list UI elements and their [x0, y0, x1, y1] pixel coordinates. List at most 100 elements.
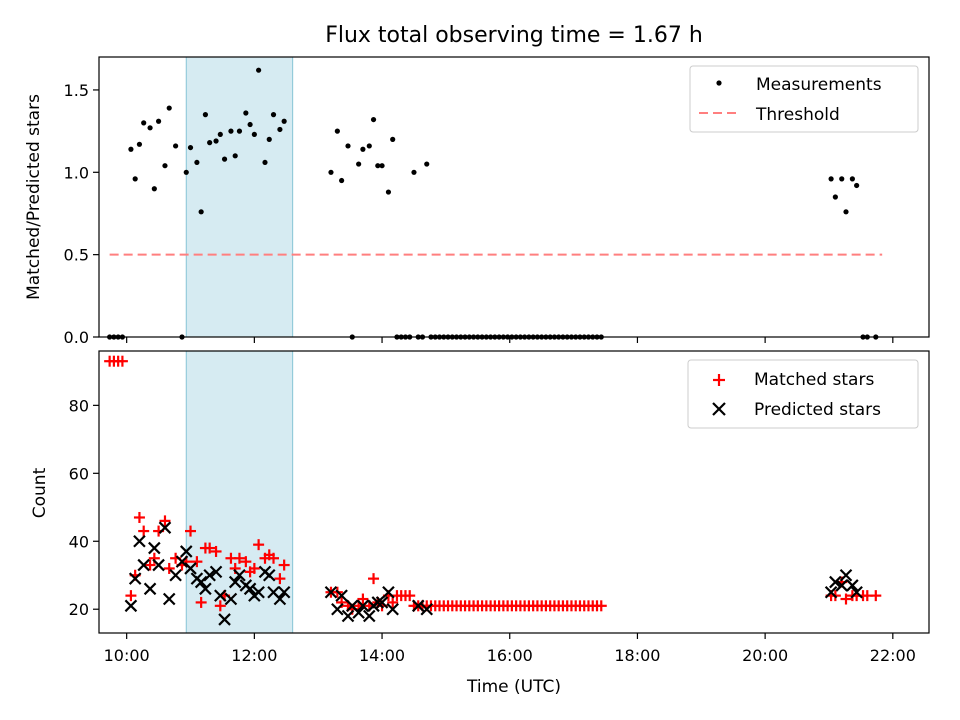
measurement-point [202, 112, 209, 118]
matched-star-point [185, 525, 197, 537]
matched-star-point [125, 590, 137, 602]
measurement-point [854, 182, 860, 189]
predicted-star-point [209, 565, 223, 579]
measurement-point [256, 67, 262, 73]
predicted-star-point [262, 568, 276, 582]
top-legend: Measurements Threshold [689, 65, 919, 133]
top-panel: 0.0 0.5 1.0 1.5 Matched/Predicted stars Mea… [24, 56, 930, 347]
figure-title: Flux total observing time = 1.67 h [325, 23, 703, 48]
bottom-x-tick-label: 14:00 [359, 646, 405, 665]
legend-matched-label: Matched stars [754, 370, 874, 390]
matched-star-point [278, 559, 290, 571]
predicted-star-points [124, 521, 863, 626]
top-y-tick-label: 0.5 [64, 246, 89, 265]
measurement-point [849, 176, 855, 182]
matched-star-point [240, 556, 252, 568]
measurement-point [243, 110, 249, 116]
matched-star-point [116, 355, 128, 367]
predicted-star-point [228, 575, 242, 589]
predicted-star-point [169, 568, 182, 582]
predicted-star-point [214, 589, 227, 602]
predicted-star-point [371, 596, 385, 609]
matched-star-point [248, 562, 260, 574]
matched-star-point [253, 539, 265, 551]
matched-star-point [404, 590, 416, 602]
matched-star-point [204, 542, 216, 554]
predicted-star-point [273, 592, 287, 606]
matched-star-point [595, 600, 607, 612]
measurement-point [270, 112, 277, 118]
measurement-point [247, 121, 253, 128]
matched-star-point [233, 552, 245, 564]
measurement-point [136, 141, 143, 147]
bottom-y-tick-label: 40 [69, 532, 89, 551]
measurement-point [128, 146, 134, 152]
top-x-ticks [126, 337, 894, 343]
predicted-star-point [386, 602, 399, 616]
measurement-point [360, 146, 366, 152]
top-legend-box [689, 65, 919, 133]
measurement-point [166, 105, 172, 111]
matched-star-point [210, 545, 222, 557]
top-shaded-span [185, 56, 294, 338]
bottom-x-tick-label: 20:00 [742, 646, 788, 665]
predicted-star-point [363, 609, 376, 623]
predicted-star-point [243, 582, 257, 596]
predicted-star-point [179, 545, 193, 558]
predicted-star-point [137, 558, 150, 572]
predicted-star-point [835, 579, 849, 592]
measurement-point [173, 143, 179, 149]
bottom-y-tick-label: 80 [69, 396, 89, 415]
measurement-point [379, 163, 385, 169]
top-y-label: Matched/Predicted stars [24, 94, 44, 300]
matched-star-point [133, 511, 145, 523]
matched-star-point [159, 515, 171, 527]
measurement-point [194, 159, 200, 166]
measurement-point [232, 153, 238, 159]
bottom-y-tick-label: 60 [69, 464, 89, 483]
legend-predicted-label: Predicted stars [754, 400, 881, 420]
predicted-star-point [218, 613, 231, 626]
matched-star-point [138, 525, 150, 537]
bottom-x-tick-label: 12:00 [231, 646, 277, 665]
measurement-point [221, 156, 228, 162]
predicted-star-point [839, 568, 853, 582]
measurement-point [217, 131, 223, 138]
matched-star-point [870, 590, 882, 602]
predicted-star-point [824, 585, 838, 599]
measurement-point [828, 176, 834, 182]
matched-star-point [268, 552, 280, 564]
bottom-y-tick-label: 20 [69, 600, 89, 619]
measurement-point [251, 131, 257, 138]
bottom-x-label: Time (UTC) [466, 677, 561, 697]
measurement-point [151, 186, 157, 192]
measurement-point [277, 126, 283, 133]
predicted-star-point [162, 592, 176, 606]
measurement-point [375, 163, 381, 169]
measurement-point [236, 128, 243, 134]
measurement-point [385, 189, 392, 195]
predicted-star-point [158, 521, 172, 534]
predicted-star-point [420, 602, 434, 616]
bottom-x-tick-label: 10:00 [104, 646, 150, 665]
bottom-x-axis: 10:00 12:00 14:00 16:00 18:00 20:00 22:00 [104, 633, 916, 665]
measurement-point [424, 161, 430, 167]
predicted-star-point [356, 599, 370, 613]
measurement-point [155, 118, 162, 124]
predicted-star-point [375, 596, 389, 609]
predicted-star-point [203, 568, 216, 582]
predicted-star-point [846, 579, 859, 592]
predicted-star-point [152, 558, 165, 572]
predicted-star-point [331, 602, 344, 616]
measurement-point [228, 128, 234, 134]
predicted-star-point [128, 572, 142, 585]
matched-star-point [387, 596, 399, 608]
bottom-x-tick-label: 16:00 [487, 646, 533, 665]
legend-threshold-label: Threshold [755, 105, 840, 125]
measurement-point [132, 176, 138, 182]
top-plot-frame [98, 56, 930, 338]
top-y-axis: 0.0 0.5 1.0 1.5 [64, 81, 99, 347]
matched-star-point [191, 556, 203, 568]
legend-predicted-marker [712, 402, 726, 416]
